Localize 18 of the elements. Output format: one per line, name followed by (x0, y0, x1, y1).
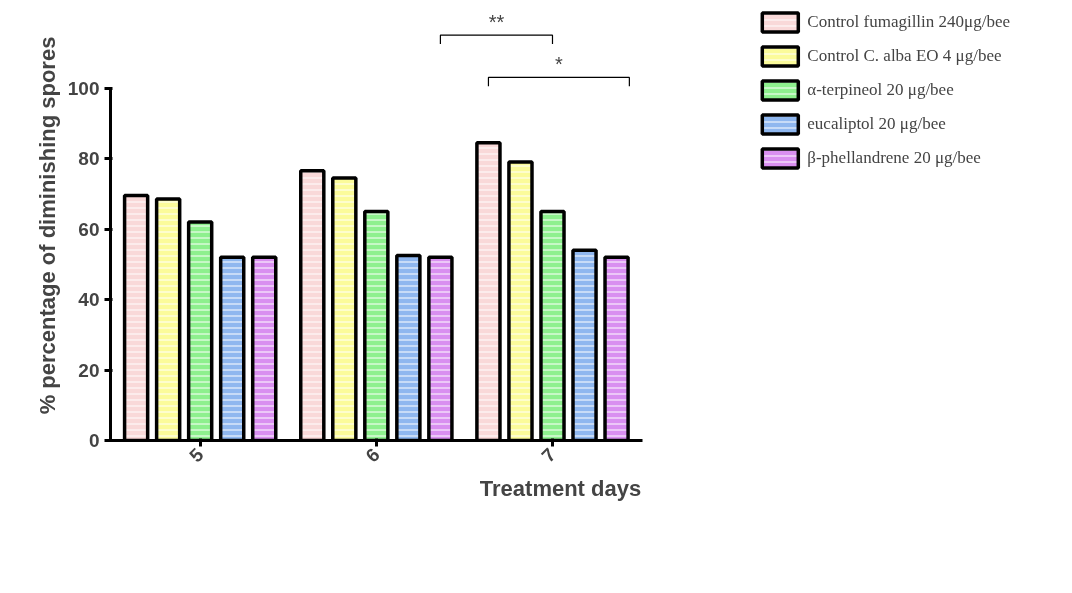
y-tick-label: 40 (78, 289, 100, 311)
y-tick-label: 20 (78, 359, 100, 381)
x-tick-label: 5 (185, 443, 208, 467)
legend-label: α-terpineol 20 μg/bee (807, 80, 954, 100)
x-tick-label: 6 (361, 444, 384, 467)
legend-label: β-phellandrene 20 μg/bee (807, 148, 981, 168)
y-tick-label: 60 (78, 218, 100, 240)
y-tick-label: 100 (67, 77, 100, 99)
text: ** (488, 11, 505, 34)
y-tick-label: 0 (88, 430, 100, 451)
legend-label: eucaliptol 20 μg/bee (807, 114, 946, 134)
text: * (555, 53, 564, 76)
y-tick-label: 80 (78, 148, 100, 170)
legend-label: Control C. alba EO 4 μg/bee (807, 46, 1002, 66)
y-axis-title: % percentage of diminishing spores (34, 36, 60, 415)
legend-label: Control fumagillin 240μg/bee (807, 12, 1010, 32)
x-axis-title: Treatment days (479, 476, 642, 502)
x-tick-label: 7 (537, 444, 560, 467)
